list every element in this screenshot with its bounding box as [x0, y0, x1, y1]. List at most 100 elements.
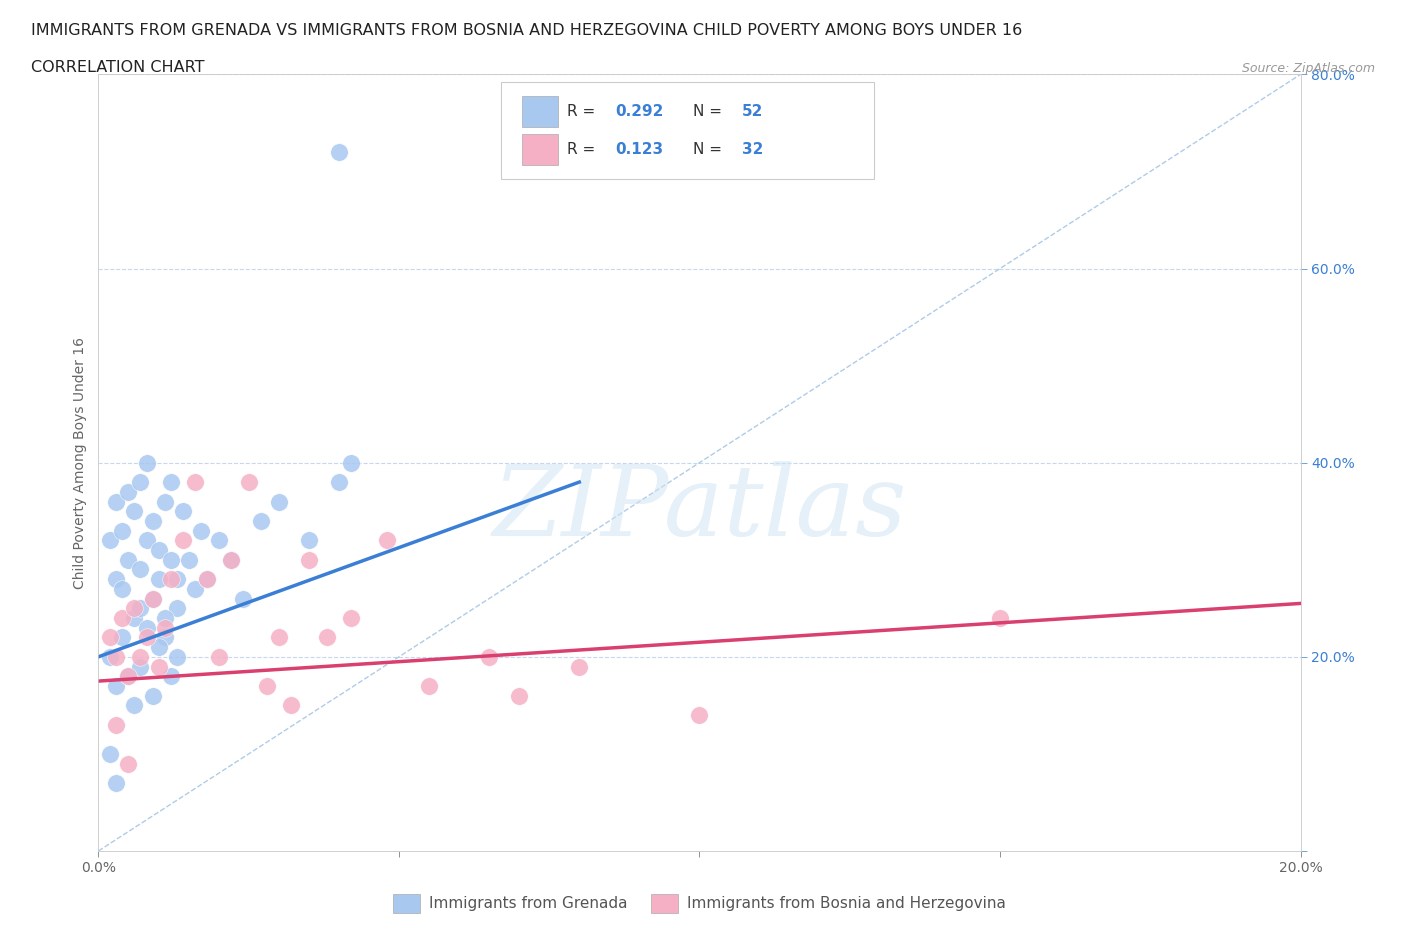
Text: ZIPatlas: ZIPatlas	[492, 461, 907, 557]
Text: CORRELATION CHART: CORRELATION CHART	[31, 60, 204, 75]
Point	[219, 552, 242, 567]
Point	[105, 679, 128, 694]
Point	[117, 669, 139, 684]
Point	[135, 533, 157, 548]
Point	[418, 679, 440, 694]
Point	[172, 533, 194, 548]
Point	[100, 630, 122, 644]
Point	[153, 611, 176, 626]
Point	[111, 524, 134, 538]
Point	[135, 620, 157, 635]
Point	[159, 474, 181, 489]
Text: N =: N =	[693, 142, 727, 157]
Point	[153, 630, 176, 644]
Point	[141, 688, 163, 703]
Point	[148, 640, 170, 655]
Point	[190, 524, 212, 538]
Point	[129, 659, 152, 674]
Point	[195, 572, 218, 587]
Point	[159, 669, 181, 684]
Text: N =: N =	[693, 104, 727, 119]
Point	[249, 513, 271, 528]
Point	[183, 581, 205, 596]
Point	[375, 533, 398, 548]
Point	[172, 504, 194, 519]
Point	[166, 572, 188, 587]
Text: 0.123: 0.123	[616, 142, 664, 157]
Point	[111, 581, 134, 596]
Point	[117, 485, 139, 499]
Point	[256, 679, 278, 694]
Point	[148, 542, 170, 557]
Text: 52: 52	[741, 104, 763, 119]
Point	[100, 649, 122, 664]
Point	[166, 601, 188, 616]
Point	[568, 659, 591, 674]
Point	[195, 572, 218, 587]
Point	[328, 145, 350, 160]
Y-axis label: Child Poverty Among Boys Under 16: Child Poverty Among Boys Under 16	[73, 337, 87, 589]
Point	[105, 776, 128, 790]
Point	[124, 698, 146, 712]
Point	[159, 552, 181, 567]
Point	[117, 669, 139, 684]
Point	[105, 572, 128, 587]
Point	[129, 601, 152, 616]
Point	[129, 649, 152, 664]
Point	[232, 591, 254, 606]
Legend: Immigrants from Grenada, Immigrants from Bosnia and Herzegovina: Immigrants from Grenada, Immigrants from…	[388, 889, 1011, 917]
Point	[159, 572, 181, 587]
FancyBboxPatch shape	[522, 96, 558, 127]
Point	[153, 620, 176, 635]
Point	[129, 474, 152, 489]
Text: 32: 32	[741, 142, 763, 157]
Point	[148, 572, 170, 587]
Point	[148, 659, 170, 674]
Point	[298, 552, 321, 567]
Point	[177, 552, 200, 567]
Point	[238, 474, 260, 489]
Point	[117, 756, 139, 771]
Point	[183, 474, 205, 489]
Text: R =: R =	[567, 104, 600, 119]
Point	[141, 591, 163, 606]
Point	[111, 630, 134, 644]
Point	[124, 601, 146, 616]
Point	[135, 630, 157, 644]
Text: R =: R =	[567, 142, 600, 157]
Point	[153, 494, 176, 509]
Point	[219, 552, 242, 567]
Text: 0.292: 0.292	[616, 104, 664, 119]
Point	[298, 533, 321, 548]
Point	[166, 649, 188, 664]
Point	[208, 533, 231, 548]
FancyBboxPatch shape	[501, 82, 873, 179]
Point	[328, 474, 350, 489]
Point	[117, 552, 139, 567]
Point	[129, 562, 152, 577]
Point	[267, 494, 290, 509]
Point	[280, 698, 302, 712]
Point	[508, 688, 530, 703]
FancyBboxPatch shape	[522, 134, 558, 166]
Point	[105, 494, 128, 509]
Point	[315, 630, 337, 644]
Point	[689, 708, 711, 723]
Point	[105, 717, 128, 732]
Point	[478, 649, 501, 664]
Point	[111, 611, 134, 626]
Text: Source: ZipAtlas.com: Source: ZipAtlas.com	[1241, 62, 1375, 75]
Text: IMMIGRANTS FROM GRENADA VS IMMIGRANTS FROM BOSNIA AND HERZEGOVINA CHILD POVERTY : IMMIGRANTS FROM GRENADA VS IMMIGRANTS FR…	[31, 23, 1022, 38]
Point	[124, 611, 146, 626]
Point	[105, 649, 128, 664]
Point	[141, 513, 163, 528]
Point	[135, 456, 157, 471]
Point	[267, 630, 290, 644]
Point	[340, 456, 363, 471]
Point	[208, 649, 231, 664]
Point	[988, 611, 1011, 626]
Point	[100, 533, 122, 548]
Point	[340, 611, 363, 626]
Point	[141, 591, 163, 606]
Point	[100, 747, 122, 762]
